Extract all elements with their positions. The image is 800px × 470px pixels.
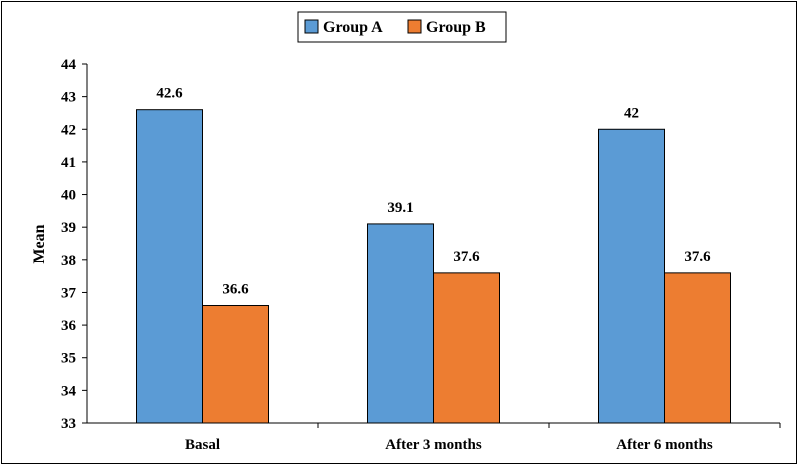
bar-group-b-1 (433, 272, 500, 424)
y-tick-label: 43 (61, 90, 76, 106)
y-tick-label: 40 (61, 188, 76, 204)
bars (136, 109, 731, 424)
y-axis-title: Mean (31, 224, 48, 263)
y-tick-label: 42 (61, 122, 76, 138)
data-label: 37.6 (684, 249, 711, 265)
category-labels: Basal After 3 months After 6 months (185, 423, 781, 453)
y-tick-label: 36 (61, 318, 77, 334)
x-category-label: After 3 months (385, 437, 482, 453)
y-tick-label: 33 (61, 416, 76, 432)
data-labels: 42.6 36.6 39.1 37.6 42 37.6 (156, 86, 711, 298)
bar-group-b-2 (664, 272, 731, 424)
y-tick-label: 44 (61, 57, 77, 73)
data-label: 37.6 (453, 249, 480, 265)
bar-group-a-0 (136, 109, 203, 424)
y-axis-ticks: 33 34 35 36 37 38 39 40 41 42 43 44 (61, 57, 87, 432)
legend-swatch-group-b (407, 19, 422, 34)
data-label: 36.6 (222, 282, 249, 298)
legend: Group A Group B (297, 11, 507, 43)
legend-label-group-a: Group A (323, 19, 383, 36)
x-category-label: Basal (185, 437, 220, 453)
legend-label-group-b: Group B (426, 19, 486, 36)
data-label: 42.6 (156, 86, 183, 102)
y-tick-label: 34 (61, 383, 77, 399)
data-label: 39.1 (387, 200, 413, 216)
bar-group-b-0 (202, 305, 269, 424)
data-label: 42 (624, 105, 639, 121)
y-tick-label: 38 (61, 253, 76, 269)
y-tick-label: 39 (61, 220, 76, 236)
y-tick-label: 41 (61, 155, 76, 171)
axes (86, 64, 780, 424)
bar-group-a-2 (598, 128, 665, 424)
y-tick-label: 35 (61, 351, 76, 367)
bar-group-a-1 (367, 223, 434, 424)
legend-swatch-group-a (304, 19, 319, 34)
y-tick-label: 37 (61, 285, 77, 301)
x-category-label: After 6 months (616, 437, 713, 453)
